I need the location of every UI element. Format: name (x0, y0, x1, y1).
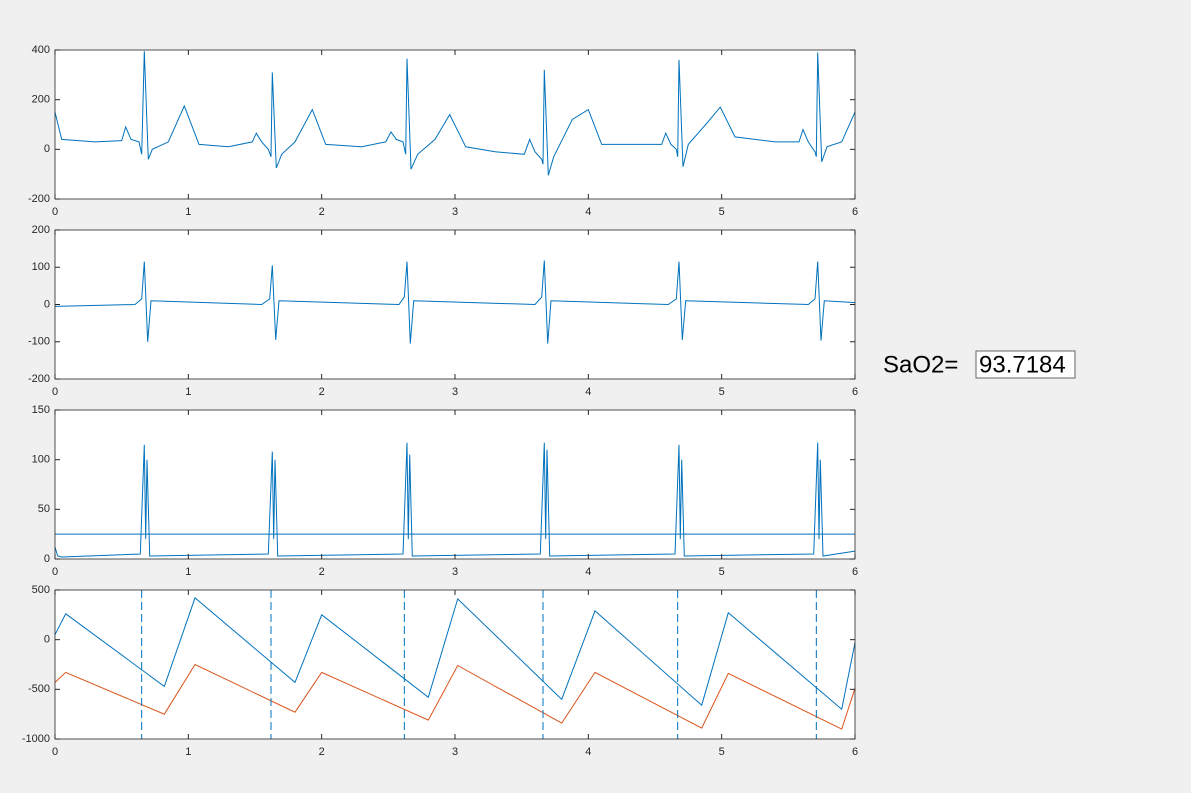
y-tick-label: 200 (32, 224, 50, 236)
x-tick-label: 4 (585, 206, 591, 218)
plot-area (54, 597, 856, 730)
y-tick-label: 50 (38, 503, 50, 515)
y-tick-label: 100 (32, 261, 50, 273)
x-tick-label: 2 (319, 206, 325, 218)
y-tick-label: 0 (44, 143, 50, 155)
y-tick-label: -100 (28, 336, 50, 348)
y-tick-label: 0 (44, 298, 50, 310)
x-tick-label: 0 (52, 386, 58, 398)
axes-background (55, 590, 855, 739)
x-tick-label: 4 (585, 746, 591, 758)
y-tick-label: -200 (28, 373, 50, 385)
y-tick-label: 0 (44, 553, 50, 565)
x-tick-label: 4 (585, 566, 591, 578)
x-tick-label: 1 (185, 746, 191, 758)
x-tick-label: 0 (52, 746, 58, 758)
x-tick-label: 3 (452, 386, 458, 398)
x-tick-label: 6 (852, 206, 858, 218)
x-tick-label: 0 (52, 206, 58, 218)
data-line (54, 663, 856, 730)
plot-area (54, 51, 856, 176)
y-tick-label: 150 (32, 404, 50, 416)
x-tick-label: 3 (452, 746, 458, 758)
x-tick-label: 2 (319, 566, 325, 578)
x-tick-label: 6 (852, 566, 858, 578)
x-tick-label: 1 (185, 566, 191, 578)
value-box (975, 350, 1076, 379)
data-line (54, 260, 856, 344)
y-tick-label: 200 (32, 94, 50, 106)
x-tick-label: 4 (585, 386, 591, 398)
y-tick-label: -500 (28, 683, 50, 695)
x-tick-label: 0 (52, 566, 58, 578)
axes-background (55, 410, 855, 559)
y-tick-label: -1000 (22, 733, 50, 745)
x-tick-label: 5 (719, 566, 725, 578)
y-tick-label: 0 (44, 634, 50, 646)
x-tick-label: 1 (185, 206, 191, 218)
data-line (54, 51, 856, 176)
plot-area (54, 442, 856, 558)
sao2-label: SaO2= (883, 351, 958, 378)
x-tick-label: 1 (185, 386, 191, 398)
data-line (54, 597, 856, 711)
y-tick-label: 500 (32, 584, 50, 596)
x-tick-label: 6 (852, 386, 858, 398)
y-tick-label: 400 (32, 44, 50, 56)
plot-area (54, 260, 856, 344)
y-tick-label: -200 (28, 193, 50, 205)
x-tick-label: 2 (319, 746, 325, 758)
y-tick-label: 100 (32, 454, 50, 466)
x-tick-label: 5 (719, 206, 725, 218)
x-tick-label: 2 (319, 386, 325, 398)
data-line (54, 442, 856, 558)
x-tick-label: 6 (852, 746, 858, 758)
x-tick-label: 5 (719, 746, 725, 758)
axes-background (55, 230, 855, 379)
x-tick-label: 3 (452, 566, 458, 578)
x-tick-label: 3 (452, 206, 458, 218)
x-tick-label: 5 (719, 386, 725, 398)
sao2-value: 93.7184 (979, 351, 1066, 378)
